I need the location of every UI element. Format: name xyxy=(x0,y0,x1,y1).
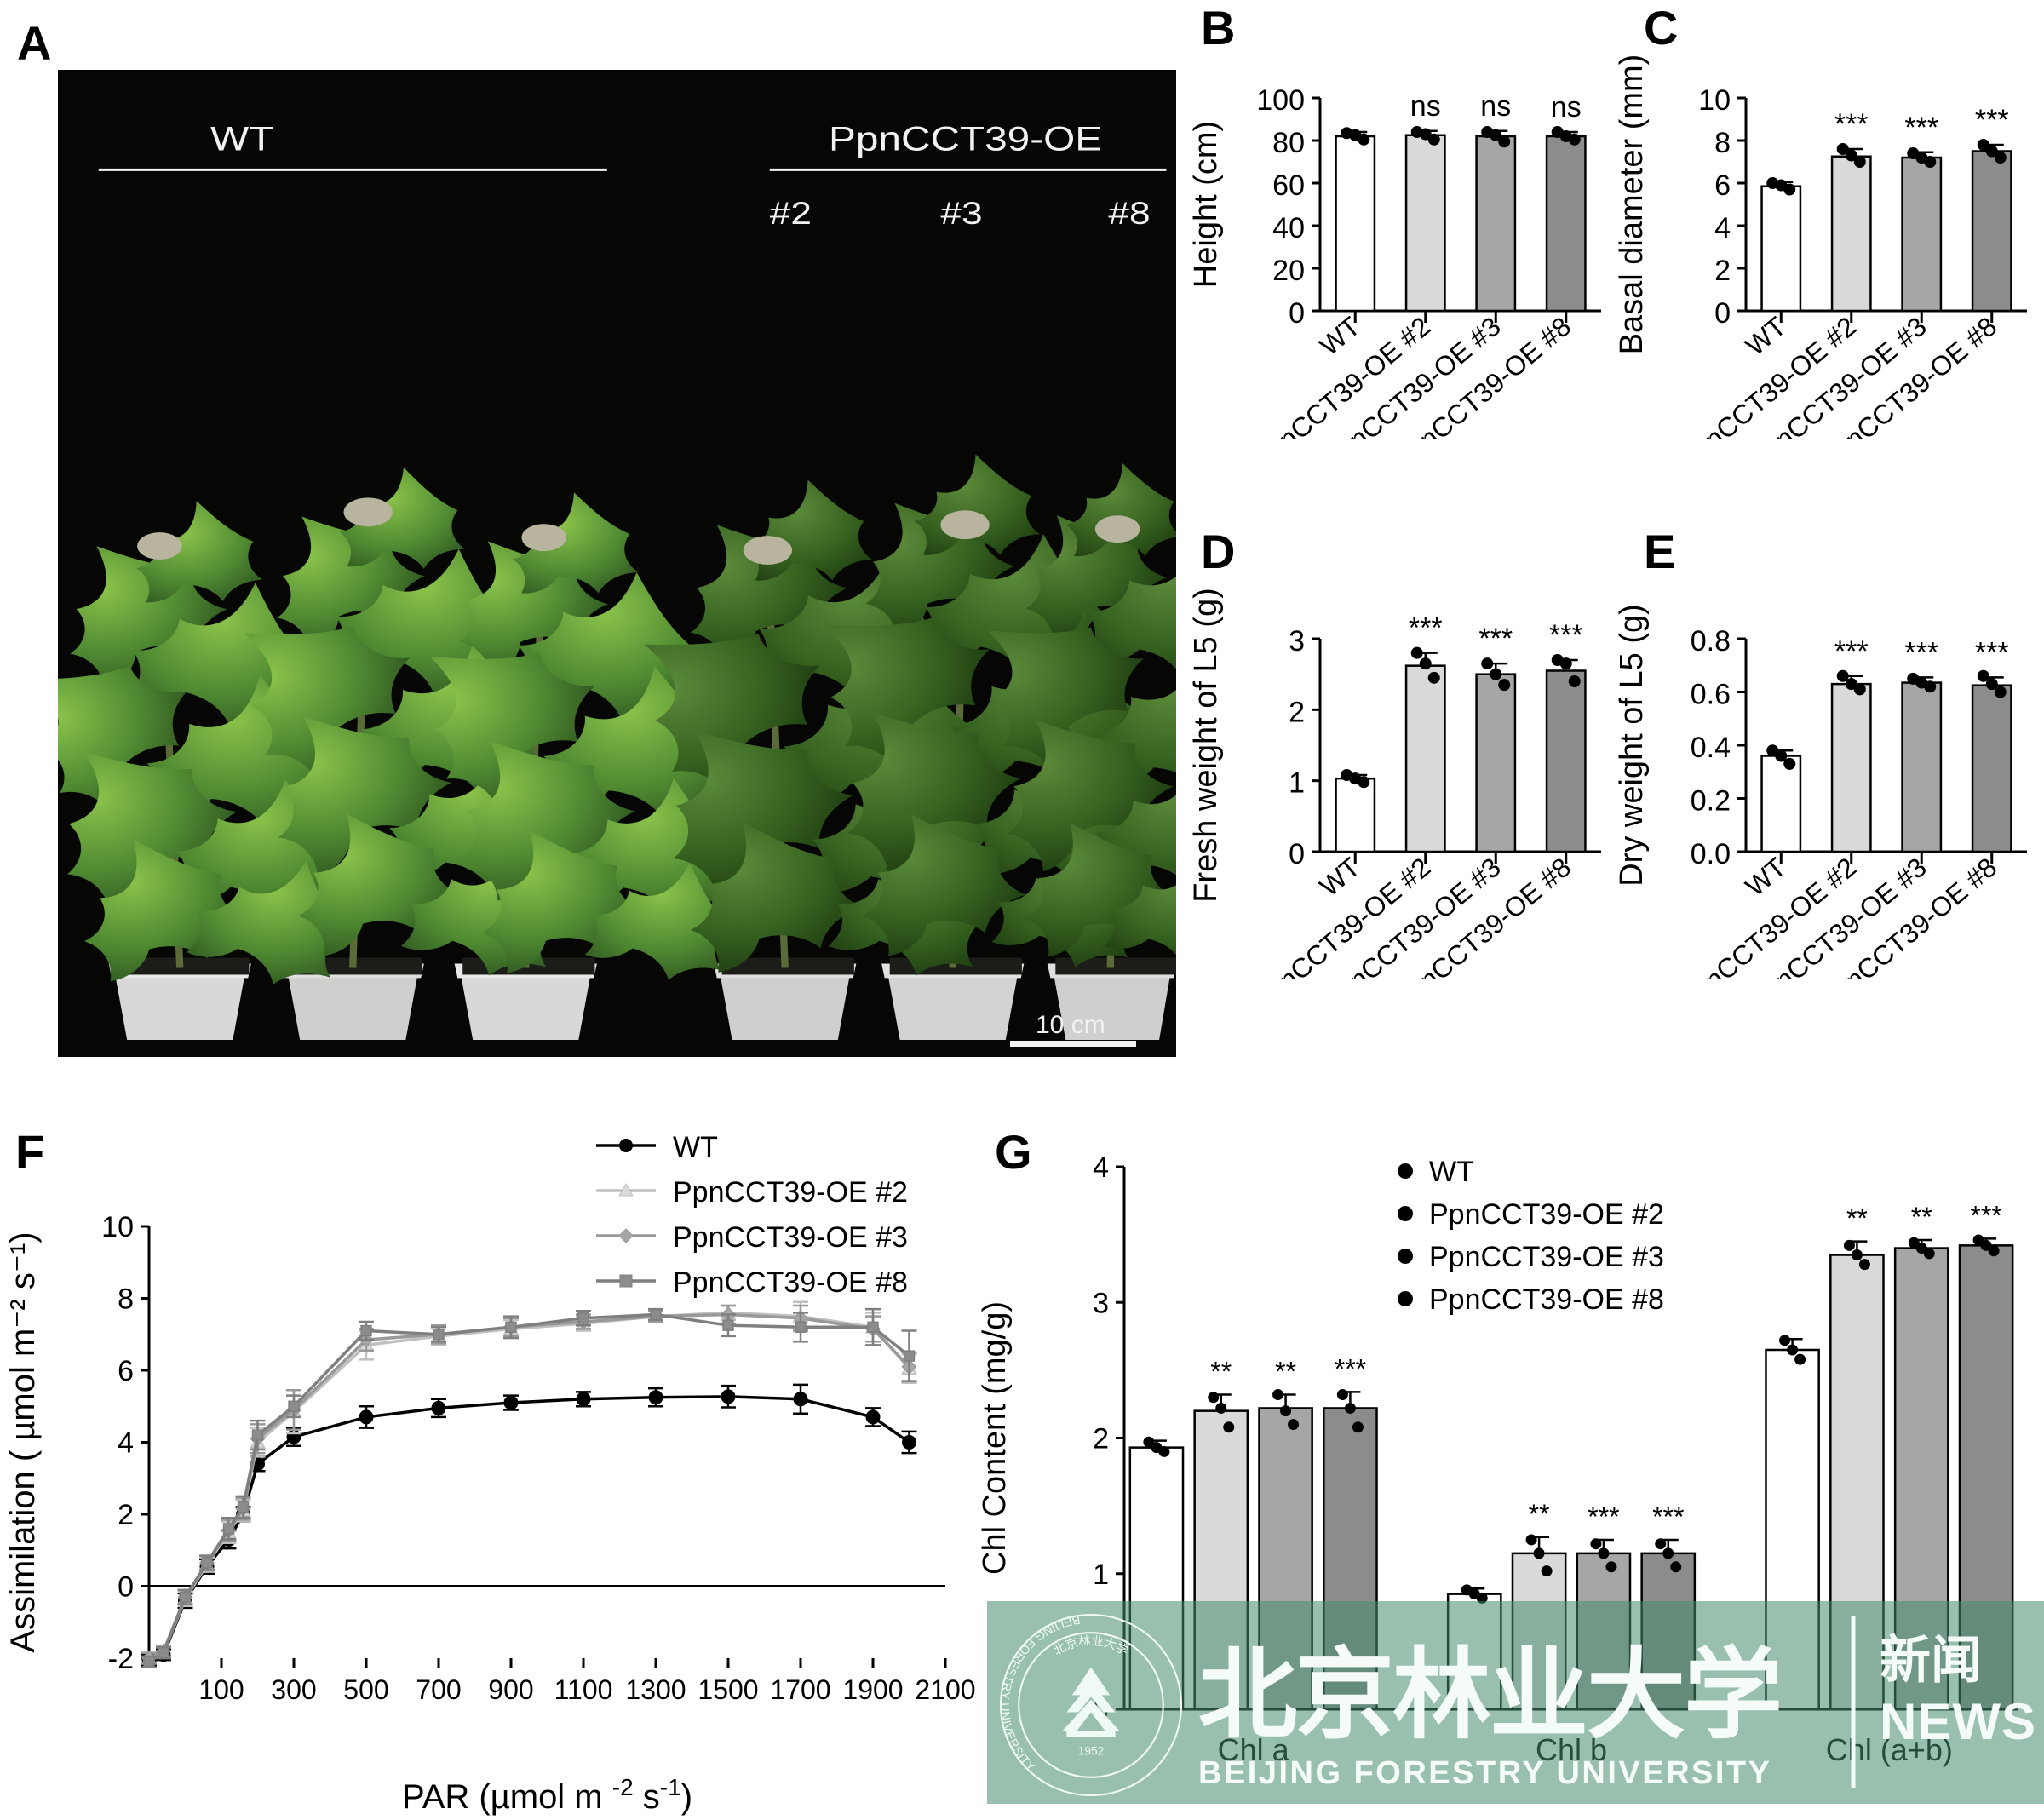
svg-text:0.6: 0.6 xyxy=(1691,679,1731,711)
svg-text:1500: 1500 xyxy=(698,1674,758,1705)
svg-text:PpnCCT39-OE #2: PpnCCT39-OE #2 xyxy=(673,1176,908,1209)
svg-text:1952: 1952 xyxy=(1078,1744,1105,1757)
svg-text:***: *** xyxy=(1975,636,2009,669)
svg-text:ns: ns xyxy=(1480,90,1511,123)
svg-text:北京林业大学: 北京林业大学 xyxy=(1198,1639,1781,1750)
svg-text:80: 80 xyxy=(1272,127,1305,159)
svg-text:8: 8 xyxy=(1714,127,1731,159)
svg-text:3: 3 xyxy=(1093,1287,1109,1319)
svg-text:***: *** xyxy=(1409,612,1443,645)
svg-text:0: 0 xyxy=(1714,297,1731,330)
svg-text:**: ** xyxy=(1275,1357,1296,1387)
svg-text:**: ** xyxy=(1529,1499,1550,1530)
svg-text:10: 10 xyxy=(1698,84,1731,117)
svg-text:0.4: 0.4 xyxy=(1691,732,1731,764)
svg-text:500: 500 xyxy=(343,1674,388,1705)
svg-text:***: *** xyxy=(1588,1501,1619,1532)
svg-text:100: 100 xyxy=(198,1674,244,1705)
svg-text:#2: #2 xyxy=(770,196,812,232)
svg-text:***: *** xyxy=(1834,635,1869,668)
svg-text:2: 2 xyxy=(1714,255,1731,287)
svg-text:PpnCCT39-OE #2: PpnCCT39-OE #2 xyxy=(1429,1198,1664,1231)
svg-text:40: 40 xyxy=(1272,212,1305,244)
svg-text:0: 0 xyxy=(118,1571,134,1604)
svg-text:700: 700 xyxy=(416,1674,461,1705)
svg-text:4: 4 xyxy=(1093,1151,1109,1184)
svg-text:**: ** xyxy=(1911,1202,1932,1232)
svg-text:***: *** xyxy=(1970,1200,2001,1231)
svg-text:WT: WT xyxy=(210,120,273,158)
svg-text:***: *** xyxy=(1975,104,2009,136)
svg-text:Chl Content (mg/g): Chl Content (mg/g) xyxy=(979,1301,1013,1575)
svg-text:1900: 1900 xyxy=(842,1674,903,1705)
svg-text:Fresh weight of L5 (g): Fresh weight of L5 (g) xyxy=(1192,588,1224,903)
svg-text:6: 6 xyxy=(1714,169,1731,202)
svg-text:#3: #3 xyxy=(940,196,982,232)
svg-text:***: *** xyxy=(1834,108,1869,141)
svg-text:2: 2 xyxy=(1093,1423,1109,1455)
svg-text:WT: WT xyxy=(1739,852,1791,903)
svg-text:0: 0 xyxy=(1289,297,1305,330)
svg-text:WT: WT xyxy=(1313,311,1365,362)
svg-text:PpnCCT39-OE #3: PpnCCT39-OE #3 xyxy=(673,1221,908,1254)
svg-text:PpnCCT39-OE: PpnCCT39-OE xyxy=(829,120,1102,158)
svg-text:10: 10 xyxy=(101,1211,134,1243)
svg-text:2: 2 xyxy=(1289,696,1305,728)
svg-text:BEIJING FORESTRY UNIVERSITY: BEIJING FORESTRY UNIVERSITY xyxy=(1198,1755,1772,1791)
svg-text:***: *** xyxy=(1549,619,1583,652)
svg-text:0.2: 0.2 xyxy=(1691,785,1731,818)
svg-text:PAR (µmol m -2 s-1): PAR (µmol m -2 s-1) xyxy=(402,1774,692,1817)
svg-text:Height (cm): Height (cm) xyxy=(1192,121,1224,288)
svg-text:1100: 1100 xyxy=(554,1674,613,1705)
svg-text:0.0: 0.0 xyxy=(1691,838,1731,870)
svg-text:PpnCCT39-OE #8: PpnCCT39-OE #8 xyxy=(1429,1283,1664,1316)
svg-text:WT: WT xyxy=(673,1131,718,1163)
svg-text:-2: -2 xyxy=(108,1643,134,1675)
svg-text:100: 100 xyxy=(1256,84,1305,117)
svg-text:0.8: 0.8 xyxy=(1691,625,1731,657)
svg-text:#8: #8 xyxy=(1108,196,1150,232)
svg-text:3: 3 xyxy=(1289,625,1305,657)
svg-text:WT: WT xyxy=(1313,852,1365,903)
svg-text:1: 1 xyxy=(1093,1559,1109,1591)
svg-text:PpnCCT39-OE #8: PpnCCT39-OE #8 xyxy=(673,1266,908,1299)
svg-text:1700: 1700 xyxy=(770,1674,830,1705)
svg-text:4: 4 xyxy=(118,1427,134,1460)
svg-text:***: *** xyxy=(1335,1353,1366,1384)
svg-text:2100: 2100 xyxy=(915,1674,975,1705)
svg-text:**: ** xyxy=(1846,1203,1868,1234)
svg-text:2: 2 xyxy=(118,1499,134,1531)
svg-text:6: 6 xyxy=(118,1355,134,1387)
svg-text:ns: ns xyxy=(1551,91,1582,123)
svg-text:新闻: 新闻 xyxy=(1880,1632,1982,1689)
svg-text:8: 8 xyxy=(118,1283,134,1316)
svg-text:1: 1 xyxy=(1289,767,1305,800)
svg-text:北京林业大学: 北京林业大学 xyxy=(1051,1633,1131,1658)
svg-text:300: 300 xyxy=(271,1674,316,1705)
svg-text:4: 4 xyxy=(1714,212,1731,244)
svg-text:**: ** xyxy=(1210,1357,1232,1387)
svg-text:WT: WT xyxy=(1739,311,1791,362)
svg-text:Basal diameter (mm): Basal diameter (mm) xyxy=(1618,55,1650,355)
svg-text:ns: ns xyxy=(1410,90,1441,123)
svg-text:***: *** xyxy=(1904,112,1938,144)
svg-text:900: 900 xyxy=(488,1674,533,1705)
svg-text:***: *** xyxy=(1904,636,1938,669)
svg-text:***: *** xyxy=(1478,623,1513,655)
svg-text:60: 60 xyxy=(1272,169,1305,202)
svg-text:10 cm: 10 cm xyxy=(1036,1011,1105,1039)
svg-text:PpnCCT39-OE #3: PpnCCT39-OE #3 xyxy=(1429,1241,1664,1273)
svg-text:Assimilation ( µmol m⁻² s⁻¹): Assimilation ( µmol m⁻² s⁻¹) xyxy=(4,1232,42,1652)
svg-text:1300: 1300 xyxy=(625,1674,686,1705)
svg-text:***: *** xyxy=(1652,1501,1684,1532)
svg-text:Dry weight of L5 (g): Dry weight of L5 (g) xyxy=(1618,604,1650,887)
svg-text:WT: WT xyxy=(1429,1156,1474,1188)
svg-text:0: 0 xyxy=(1289,838,1305,870)
svg-text:20: 20 xyxy=(1272,255,1305,287)
svg-text:NEWS: NEWS xyxy=(1880,1693,2036,1750)
